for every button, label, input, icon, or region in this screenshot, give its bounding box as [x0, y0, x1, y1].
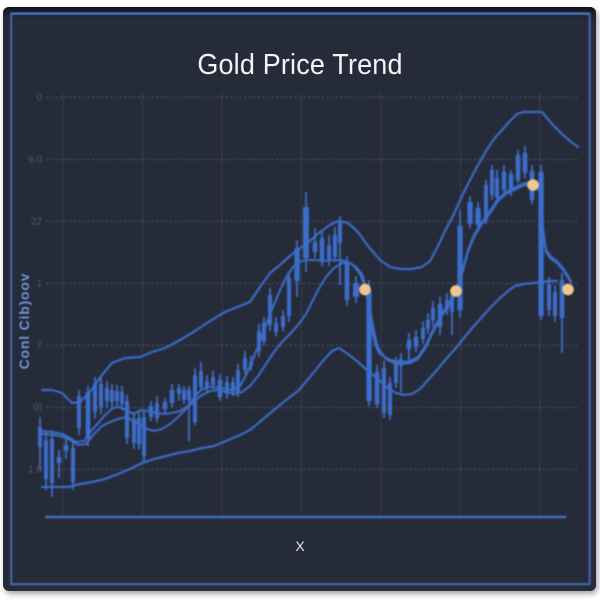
svg-text:1: 1: [36, 279, 42, 290]
svg-text:9.0: 9.0: [28, 155, 42, 166]
svg-text:1.0: 1.0: [28, 465, 42, 476]
svg-text:0): 0): [33, 403, 42, 414]
svg-text:7: 7: [36, 341, 42, 352]
svg-text:0: 0: [36, 93, 42, 104]
svg-text:22: 22: [31, 217, 43, 228]
